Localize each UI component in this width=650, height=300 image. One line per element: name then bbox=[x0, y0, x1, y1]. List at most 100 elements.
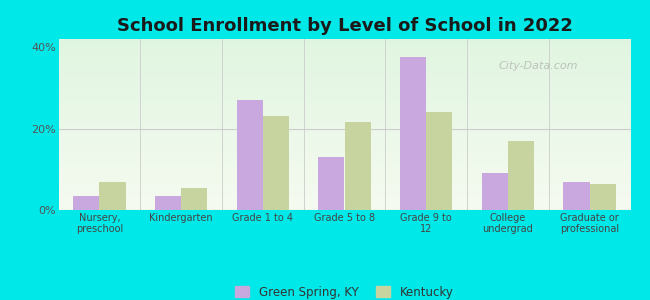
Bar bbox=[58, 74, 630, 75]
Bar bbox=[58, 185, 630, 186]
Bar bbox=[58, 125, 630, 126]
Bar bbox=[58, 90, 630, 91]
Bar bbox=[58, 145, 630, 146]
Bar bbox=[58, 181, 630, 182]
Bar bbox=[58, 100, 630, 101]
Bar bbox=[58, 172, 630, 173]
Bar bbox=[58, 154, 630, 155]
Bar bbox=[58, 195, 630, 196]
Bar bbox=[58, 93, 630, 94]
Bar bbox=[155, 196, 181, 210]
Bar bbox=[58, 85, 630, 86]
Bar bbox=[58, 144, 630, 145]
Bar bbox=[58, 68, 630, 69]
Bar bbox=[58, 39, 630, 40]
Bar bbox=[58, 94, 630, 95]
Bar bbox=[58, 79, 630, 80]
Bar bbox=[58, 101, 630, 102]
Bar bbox=[58, 146, 630, 147]
Bar bbox=[58, 150, 630, 151]
Bar bbox=[482, 173, 508, 210]
Bar bbox=[58, 168, 630, 169]
Bar bbox=[99, 182, 125, 210]
Bar bbox=[58, 199, 630, 200]
Bar bbox=[58, 190, 630, 191]
Bar bbox=[58, 118, 630, 119]
Bar bbox=[58, 89, 630, 90]
Bar bbox=[58, 170, 630, 171]
Bar bbox=[58, 66, 630, 67]
Bar bbox=[58, 135, 630, 136]
Bar bbox=[58, 188, 630, 189]
Bar bbox=[58, 110, 630, 111]
Bar bbox=[58, 138, 630, 139]
Bar bbox=[58, 189, 630, 190]
Bar bbox=[58, 72, 630, 73]
Bar bbox=[58, 202, 630, 203]
Bar bbox=[58, 126, 630, 127]
Bar bbox=[58, 103, 630, 104]
Bar bbox=[58, 178, 630, 179]
Bar bbox=[58, 203, 630, 204]
Bar bbox=[58, 176, 630, 177]
Bar bbox=[58, 152, 630, 153]
Bar bbox=[58, 143, 630, 144]
Bar bbox=[58, 120, 630, 121]
Bar bbox=[58, 132, 630, 133]
Bar bbox=[58, 142, 630, 143]
Bar bbox=[58, 159, 630, 160]
Bar bbox=[58, 54, 630, 55]
Bar bbox=[58, 117, 630, 118]
Bar bbox=[58, 108, 630, 109]
Bar bbox=[58, 197, 630, 198]
Bar bbox=[508, 141, 534, 210]
Bar bbox=[58, 122, 630, 123]
Bar bbox=[58, 42, 630, 43]
Bar bbox=[58, 147, 630, 148]
Bar bbox=[58, 167, 630, 168]
Bar bbox=[58, 111, 630, 112]
Bar bbox=[58, 155, 630, 156]
Text: City-Data.com: City-Data.com bbox=[499, 61, 578, 71]
Bar bbox=[181, 188, 207, 210]
Bar bbox=[58, 70, 630, 71]
Bar bbox=[58, 46, 630, 47]
Bar bbox=[58, 73, 630, 74]
Bar bbox=[58, 177, 630, 178]
Bar bbox=[58, 82, 630, 83]
Bar bbox=[58, 200, 630, 201]
Bar bbox=[58, 87, 630, 88]
Bar bbox=[58, 206, 630, 207]
Bar bbox=[400, 57, 426, 210]
Bar bbox=[58, 76, 630, 77]
Bar bbox=[58, 56, 630, 57]
Bar bbox=[58, 96, 630, 97]
Bar bbox=[58, 165, 630, 166]
Bar bbox=[58, 86, 630, 87]
Bar bbox=[58, 62, 630, 63]
Bar bbox=[58, 137, 630, 138]
Bar bbox=[58, 183, 630, 184]
Bar bbox=[58, 123, 630, 124]
Bar bbox=[58, 129, 630, 130]
Bar bbox=[58, 60, 630, 61]
Bar bbox=[58, 140, 630, 141]
Bar bbox=[58, 192, 630, 193]
Bar bbox=[58, 40, 630, 41]
Bar bbox=[58, 97, 630, 98]
Bar bbox=[58, 184, 630, 185]
Bar bbox=[58, 67, 630, 68]
Bar bbox=[58, 166, 630, 167]
Bar bbox=[58, 59, 630, 60]
Bar bbox=[58, 160, 630, 161]
Bar bbox=[58, 44, 630, 45]
Bar bbox=[58, 164, 630, 165]
Bar bbox=[58, 156, 630, 157]
Bar bbox=[58, 133, 630, 134]
Bar bbox=[58, 169, 630, 170]
Bar bbox=[58, 148, 630, 149]
Bar bbox=[58, 153, 630, 154]
Bar bbox=[58, 49, 630, 50]
Bar bbox=[58, 180, 630, 181]
Bar bbox=[58, 157, 630, 158]
